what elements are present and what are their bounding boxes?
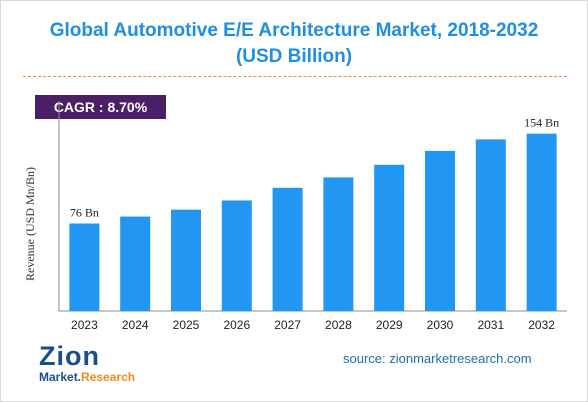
data-label-2032: 154 Bn <box>524 116 559 130</box>
data-label-2023: 76 Bn <box>70 205 99 219</box>
source-text: source: zionmarketresearch.com <box>343 351 532 366</box>
logo-tagline: Market.Research <box>39 370 135 384</box>
x-tick-label-2027: 2027 <box>274 318 301 332</box>
logo-tagline-part2: Research <box>81 370 136 384</box>
y-axis-label: Revenue (USD Mn/Bn) <box>23 167 37 281</box>
title-divider <box>23 76 567 77</box>
zion-logo: Zion Market.Research <box>37 341 157 397</box>
x-tick-label-2026: 2026 <box>223 318 250 332</box>
chart-title: Global Automotive E/E Architecture Marke… <box>49 20 539 41</box>
x-tick-label-2023: 2023 <box>71 318 98 332</box>
bar-2032 <box>526 133 557 311</box>
bar-2023 <box>69 223 100 311</box>
bar-2027 <box>272 187 303 311</box>
x-tick-label-2028: 2028 <box>325 318 352 332</box>
logo-tagline-part1: Market. <box>39 370 82 384</box>
bar-2030 <box>425 150 455 311</box>
x-tick-label-2031: 2031 <box>477 318 504 332</box>
cagr-badge: CAGR : 8.70% <box>35 95 166 119</box>
bar-2028 <box>323 177 354 311</box>
logo-wordmark: Zion <box>39 341 100 371</box>
x-tick-label-2024: 2024 <box>122 318 149 332</box>
x-tick-label-2030: 2030 <box>427 318 454 332</box>
x-tick-label-2025: 2025 <box>173 318 200 332</box>
x-tick-label-2032: 2032 <box>528 318 555 332</box>
bar-2029 <box>374 164 405 311</box>
bar-2025 <box>171 209 201 311</box>
bar-2031 <box>475 139 506 311</box>
x-tick-label-2029: 2029 <box>376 318 403 332</box>
chart-subtitle: (USD Billion) <box>235 46 353 67</box>
bar-2024 <box>120 216 151 311</box>
bar-2026 <box>221 200 252 311</box>
